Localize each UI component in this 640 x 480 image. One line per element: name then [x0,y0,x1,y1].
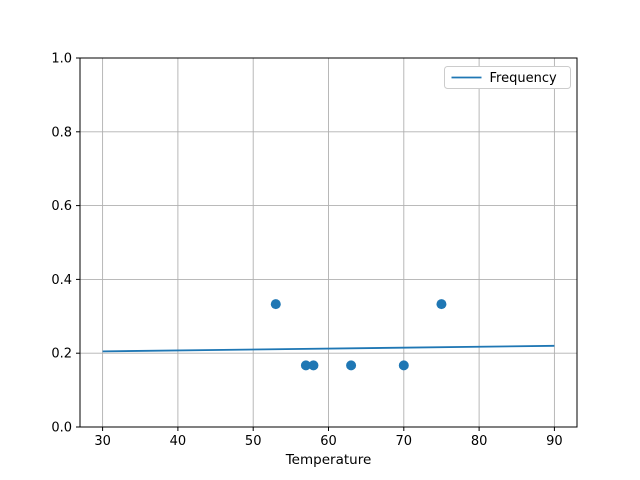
series-line-frequency [102,344,555,353]
x-tick-label: 70 [396,434,413,449]
scatter-point [300,360,311,371]
legend-label: Frequency [490,71,557,86]
x-tick-label: 80 [471,434,488,449]
x-tick-label: 30 [94,434,111,449]
scatter-point [398,360,409,371]
scatter-point [346,360,357,371]
x-tick-label: 90 [546,434,563,449]
y-tick-label: 0.2 [51,347,72,362]
x-tick-label: 40 [170,434,187,449]
y-tick-label: 0.8 [51,125,72,140]
x-axis-label: Temperature [285,452,372,468]
y-tick-label: 0.4 [51,273,72,288]
x-tick-label: 50 [245,434,262,449]
scatter-point [308,360,319,371]
scatter-point [270,299,281,310]
x-tick-label: 60 [320,434,337,449]
legend-box [444,66,571,89]
y-tick-label: 1.0 [51,52,72,67]
scatter-point [436,299,447,310]
y-tick-label: 0.0 [51,421,72,436]
y-tick-label: 0.6 [51,199,72,214]
